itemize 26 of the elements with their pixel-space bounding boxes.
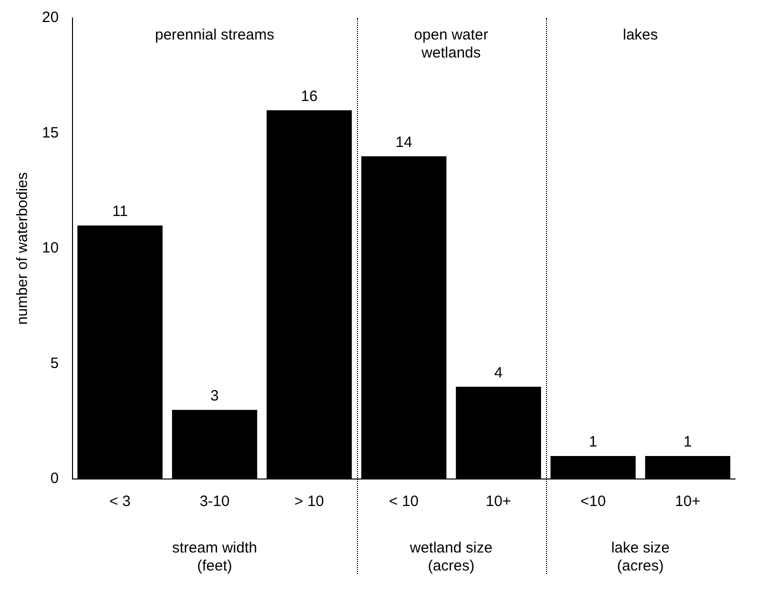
annotation: lakes <box>622 26 658 44</box>
data-label: 3 <box>210 387 219 404</box>
x-tick-label: <10 <box>580 493 606 510</box>
text: lake size (acres) <box>611 540 670 575</box>
text: stream width (feet) <box>172 540 258 575</box>
x-tick-label: 10+ <box>486 493 512 510</box>
text: wetland size (acres) <box>408 540 492 575</box>
data-label: 1 <box>684 434 692 451</box>
x-tick-label: > 10 <box>294 493 324 510</box>
data-label: 4 <box>494 364 503 382</box>
x-tick-label: 10+ <box>674 493 701 510</box>
x-tick-label: < 10 <box>389 493 419 510</box>
y-tick-label: 0 <box>50 470 59 488</box>
y-tick-label: 5 <box>50 354 59 372</box>
y-tick-label: 10 <box>42 240 59 257</box>
data-label: 14 <box>396 134 412 151</box>
data-label: 11 <box>112 203 128 220</box>
data-label: 16 <box>300 88 318 105</box>
annotation: perennial streams <box>154 26 274 44</box>
annotation: open water wetlands <box>414 26 488 62</box>
x-tick-label: < 3 <box>109 493 131 510</box>
x-tick-label: 3-10 <box>200 493 230 510</box>
data-label: 1 <box>588 434 598 451</box>
y-tick-label: 20 <box>42 9 59 26</box>
y-axis-title: number of waterbodies <box>14 172 32 325</box>
y-tick-label: 15 <box>42 124 59 142</box>
